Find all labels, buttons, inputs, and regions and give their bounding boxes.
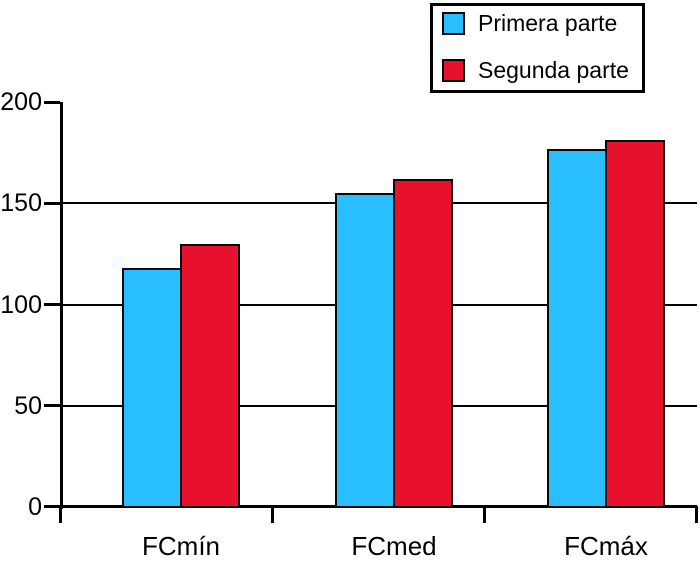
y-tick-100 xyxy=(44,303,60,306)
x-axis-category-label: FCmed xyxy=(351,531,437,561)
x-axis-category-label: FCmáx xyxy=(564,531,648,561)
x-tick-1 xyxy=(271,506,274,523)
x-tick-2 xyxy=(483,506,486,523)
legend-item-primera-parte: Primera parte xyxy=(442,10,617,37)
legend-item-segunda-parte: Segunda parte xyxy=(442,57,629,84)
y-tick-50 xyxy=(44,404,60,408)
y-axis-line xyxy=(60,102,63,509)
bar-fcmax-segunda-parte xyxy=(605,140,665,508)
y-axis-tick-label: 50 xyxy=(14,391,42,420)
y-axis-tick-label: 0 xyxy=(28,493,42,521)
legend: Primera parte Segunda parte xyxy=(430,3,645,93)
y-axis-tick-label: 100 xyxy=(0,290,42,319)
x-tick-3 xyxy=(695,506,698,523)
bar-fcmed-segunda-parte xyxy=(393,178,453,508)
y-axis-tick-label: 200 xyxy=(0,88,42,116)
y-tick-200 xyxy=(44,100,60,104)
legend-label: Segunda parte xyxy=(478,57,629,83)
bar-fcmax-primera-parte xyxy=(547,148,607,508)
legend-swatch-segunda-parte xyxy=(442,59,465,82)
bar-fcmed-primera-parte xyxy=(335,193,395,508)
y-tick-150 xyxy=(44,201,60,205)
x-axis-category-label: FCmín xyxy=(142,531,220,561)
bar-fcmin-primera-parte xyxy=(122,268,182,508)
x-tick-0 xyxy=(59,506,62,523)
y-axis-tick-label: 150 xyxy=(0,189,42,218)
legend-label: Primera parte xyxy=(478,10,618,36)
legend-swatch-primera-parte xyxy=(442,12,465,35)
bar-fcmin-segunda-parte xyxy=(180,243,240,508)
